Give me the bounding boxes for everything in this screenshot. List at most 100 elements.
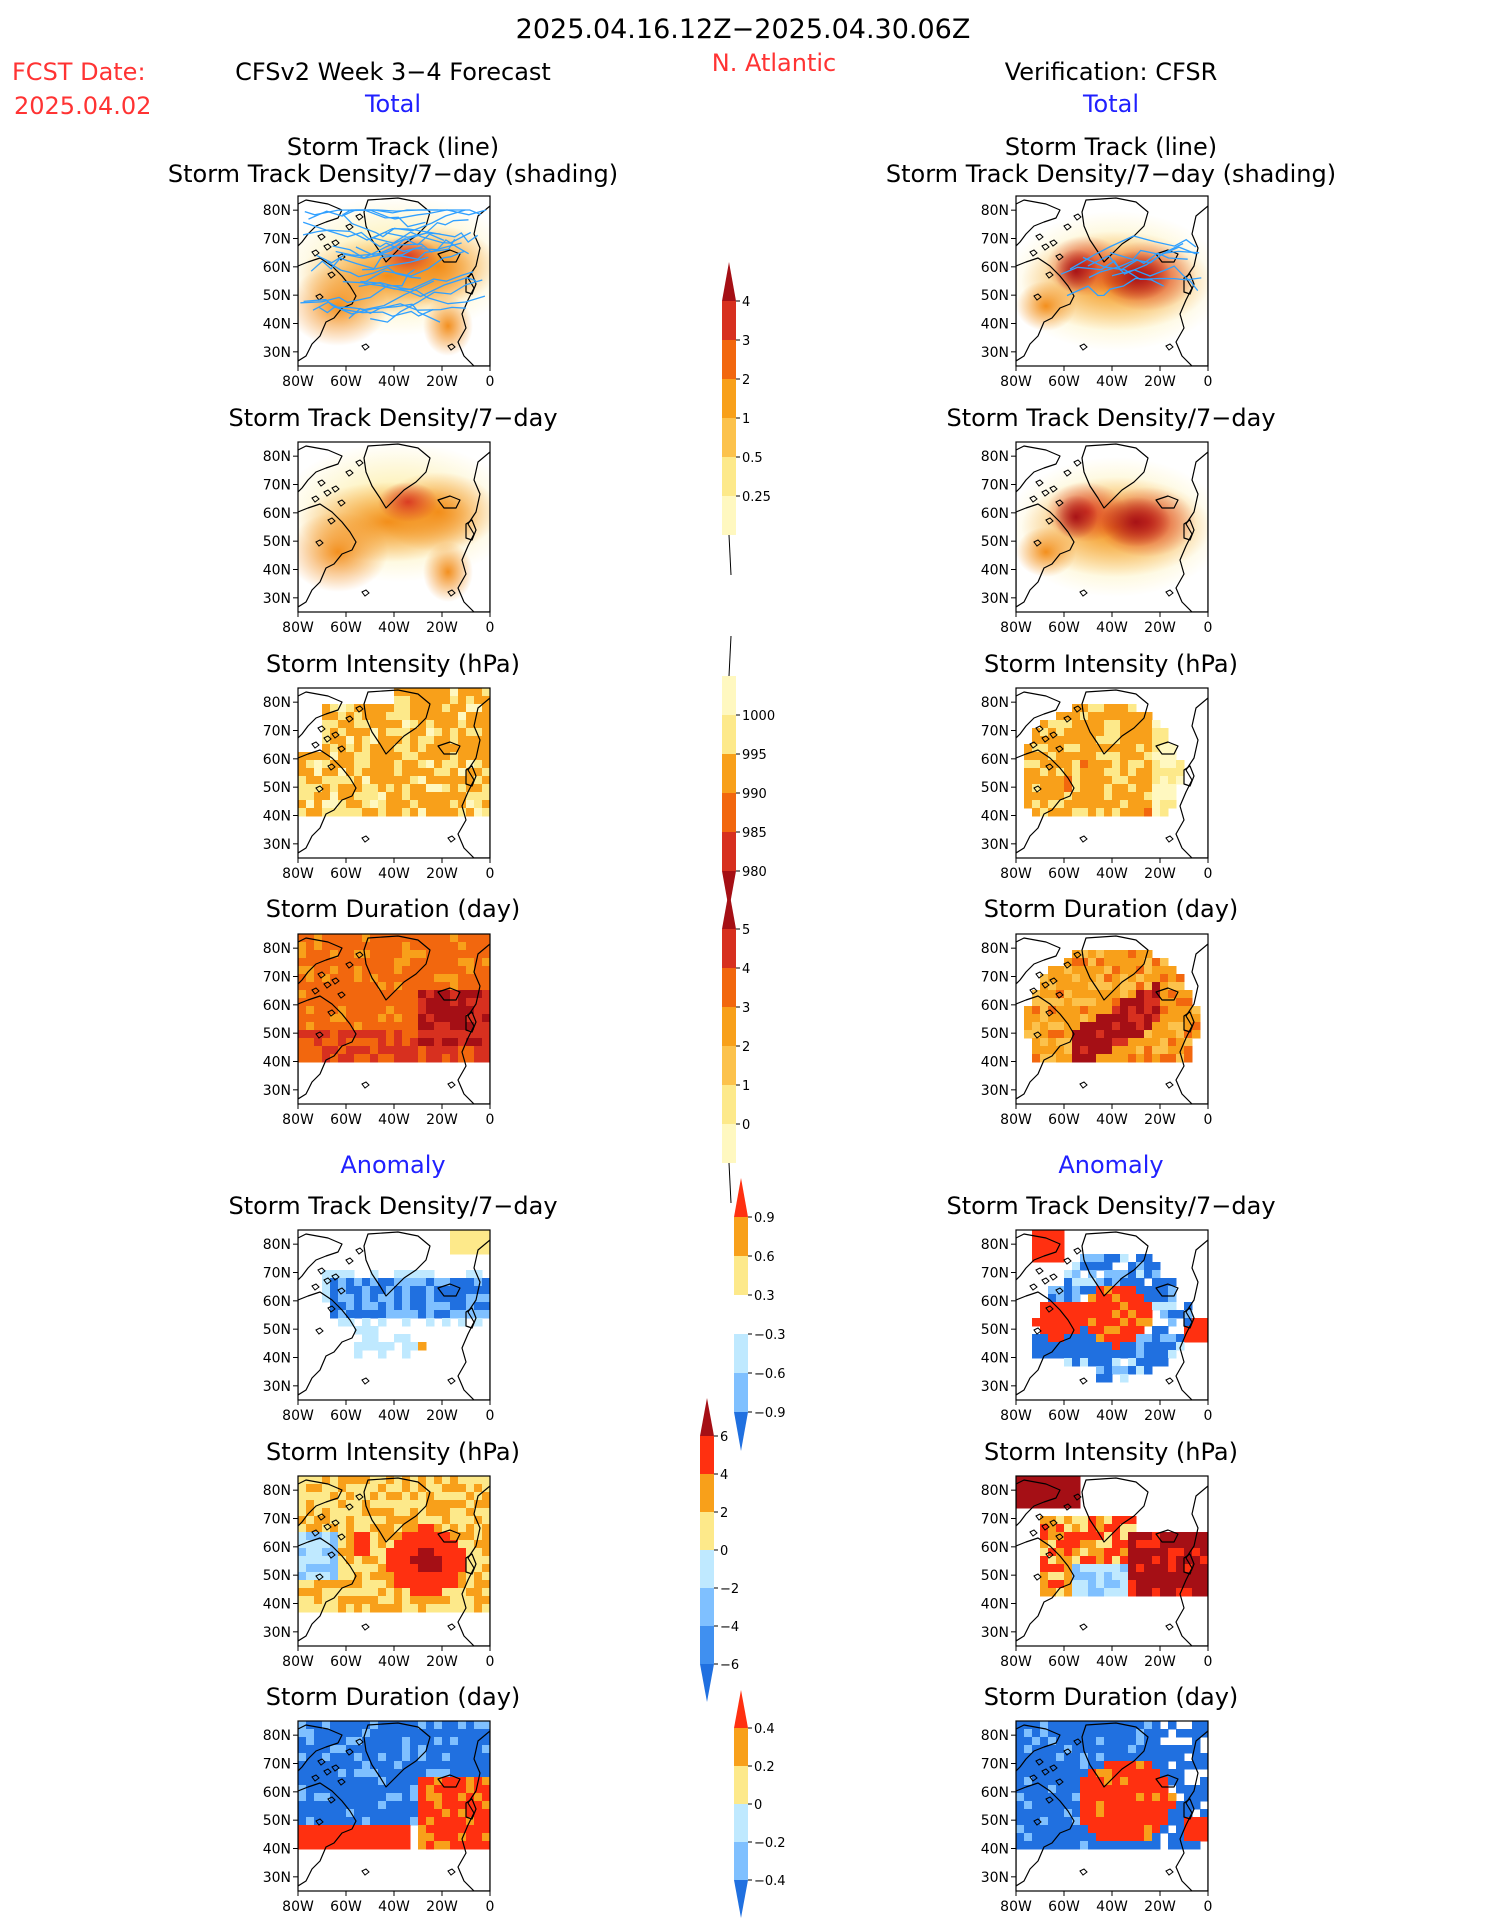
colorbar-label: 985	[742, 826, 767, 841]
lat-tick-label: 80N	[981, 1237, 1009, 1253]
lon-tick-label: 80W	[1000, 1899, 1032, 1915]
lon-tick-label: 40W	[378, 1408, 410, 1424]
colorbar-label: 1000	[742, 709, 775, 724]
lat-tick-label: 80N	[263, 1728, 291, 1744]
title-anom-density-fcst: Storm Track Density/7−day	[228, 1192, 557, 1220]
lat-tick-label: 40N	[263, 563, 291, 579]
lat-tick-label: 50N	[981, 1568, 1009, 1584]
lat-tick-label: 50N	[981, 1322, 1009, 1338]
title-anom-intensity-fcst: Storm Intensity (hPa)	[266, 1438, 520, 1466]
lat-tick-label: 30N	[263, 1625, 291, 1641]
lat-tick-label: 50N	[263, 780, 291, 796]
lat-tick-label: 40N	[263, 1055, 291, 1071]
colorbar-label: 0.6	[754, 1250, 775, 1265]
lon-tick-label: 80W	[282, 1408, 314, 1424]
lon-tick-label: 0	[486, 620, 495, 636]
colorbar-label: 2	[720, 1506, 728, 1521]
lon-tick-label: 60W	[330, 1408, 362, 1424]
lon-tick-label: 40W	[378, 866, 410, 882]
colorbar-label: 995	[742, 748, 767, 763]
lon-tick-label: 0	[1204, 374, 1213, 390]
title-density-fcst: Storm Track Density/7−day	[228, 404, 557, 432]
map-verAnomDensity: 80N 70N 60N 50N 40N 30N 80W 60W 40W 20W 0	[981, 1229, 1212, 1424]
colorbar-label: 4	[742, 295, 750, 310]
map-fcstTrack: 80N 70N 60N 50N 40N 30N 80W 60W 40W 20W 0	[263, 195, 494, 390]
lon-tick-label: 80W	[1000, 620, 1032, 636]
colorbar-total-duration: 5 4 3 2 1 0	[722, 890, 750, 1204]
colorbar-label: 0.5	[742, 451, 763, 466]
lon-tick-label: 80W	[282, 374, 314, 390]
map-fcstAnomDensity: 80N 70N 60N 50N 40N 30N 80W 60W 40W 20W 0	[263, 1229, 494, 1424]
lat-tick-label: 50N	[263, 1813, 291, 1829]
lon-tick-label: 60W	[330, 1112, 362, 1128]
colorbar-label: 5	[742, 923, 750, 938]
colorbar-label: 0.9	[754, 1211, 775, 1226]
lat-tick-label: 30N	[981, 837, 1009, 853]
map-fcstAnomIntensity: 80N 70N 60N 50N 40N 30N 80W 60W 40W 20W 0	[263, 1475, 495, 1670]
lat-tick-label: 50N	[981, 288, 1009, 304]
lon-tick-label: 0	[1204, 866, 1213, 882]
verification-total-label: Total	[1082, 90, 1139, 118]
lon-tick-label: 0	[1204, 1654, 1213, 1670]
lat-tick-label: 60N	[263, 1785, 291, 1801]
lon-tick-label: 60W	[1048, 1112, 1080, 1128]
lat-tick-label: 50N	[263, 1568, 291, 1584]
lat-tick-label: 60N	[981, 1785, 1009, 1801]
lat-tick-label: 70N	[263, 1757, 291, 1773]
lon-tick-label: 60W	[330, 1899, 362, 1915]
colorbar-total-intensity: 1000 995 990 985 980	[722, 635, 775, 910]
lat-tick-label: 50N	[981, 1026, 1009, 1042]
colorbar-anom-density: 0.9 0.6 0.3 −0.3 −0.6 −0.9	[734, 1178, 786, 1451]
lon-tick-label: 60W	[330, 374, 362, 390]
lat-tick-label: 70N	[981, 1266, 1009, 1282]
lat-tick-label: 50N	[263, 1026, 291, 1042]
lon-tick-label: 0	[486, 1112, 495, 1128]
lat-tick-label: 80N	[263, 449, 291, 465]
lat-tick-label: 60N	[263, 752, 291, 768]
lat-tick-label: 60N	[263, 1294, 291, 1310]
lat-tick-label: 70N	[981, 1512, 1009, 1528]
lat-tick-label: 50N	[263, 288, 291, 304]
lon-tick-label: 20W	[1144, 1112, 1176, 1128]
colorbar-label: 1	[742, 1079, 750, 1094]
lon-tick-label: 20W	[1144, 1654, 1176, 1670]
lat-tick-label: 70N	[263, 1512, 291, 1528]
colorbar-label: −4	[720, 1620, 739, 1635]
colorbar-total-density: 4 3 2 1 0.5 0.25	[722, 262, 771, 576]
lat-tick-label: 80N	[263, 1483, 291, 1499]
lat-tick-label: 70N	[981, 970, 1009, 986]
title-intensity-fcst: Storm Intensity (hPa)	[266, 650, 520, 678]
lon-tick-label: 80W	[1000, 1408, 1032, 1424]
lat-tick-label: 40N	[981, 1351, 1009, 1367]
lon-tick-label: 0	[1204, 620, 1213, 636]
lat-tick-label: 70N	[263, 232, 291, 248]
lat-tick-label: 40N	[981, 1597, 1009, 1613]
lat-tick-label: 80N	[981, 1483, 1009, 1499]
lat-tick-label: 60N	[263, 1540, 291, 1556]
lat-tick-label: 40N	[263, 1351, 291, 1367]
lat-tick-label: 30N	[981, 1083, 1009, 1099]
lon-tick-label: 20W	[426, 1654, 458, 1670]
lon-tick-label: 20W	[426, 620, 458, 636]
lon-tick-label: 0	[486, 1654, 495, 1670]
lat-tick-label: 60N	[981, 1540, 1009, 1556]
colorbar-label: −0.2	[754, 1836, 786, 1851]
lon-tick-label: 60W	[1048, 374, 1080, 390]
title-intensity-verif: Storm Intensity (hPa)	[984, 650, 1238, 678]
map-fcstDuration: 80N 70N 60N 50N 40N 30N 80W 60W 40W 20W 0	[263, 933, 495, 1128]
forecast-total-label: Total	[364, 90, 421, 118]
lon-tick-label: 40W	[1096, 1408, 1128, 1424]
lat-tick-label: 50N	[981, 534, 1009, 550]
lat-tick-label: 70N	[981, 724, 1009, 740]
lon-tick-label: 60W	[1048, 1654, 1080, 1670]
title-anom-density-verif: Storm Track Density/7−day	[946, 1192, 1275, 1220]
lat-tick-label: 40N	[981, 1842, 1009, 1858]
lon-tick-label: 80W	[282, 1112, 314, 1128]
map-fcstAnomDuration: 80N 70N 60N 50N 40N 30N 80W 60W 40W 20W 0	[263, 1720, 494, 1915]
lon-tick-label: 0	[1204, 1112, 1213, 1128]
title-track-line-fcst: Storm Track (line)	[287, 133, 499, 161]
title-track-line-verif: Storm Track (line)	[1005, 133, 1217, 161]
lon-tick-label: 20W	[1144, 1408, 1176, 1424]
lat-tick-label: 60N	[263, 260, 291, 276]
colorbar-label: −0.3	[754, 1328, 786, 1343]
